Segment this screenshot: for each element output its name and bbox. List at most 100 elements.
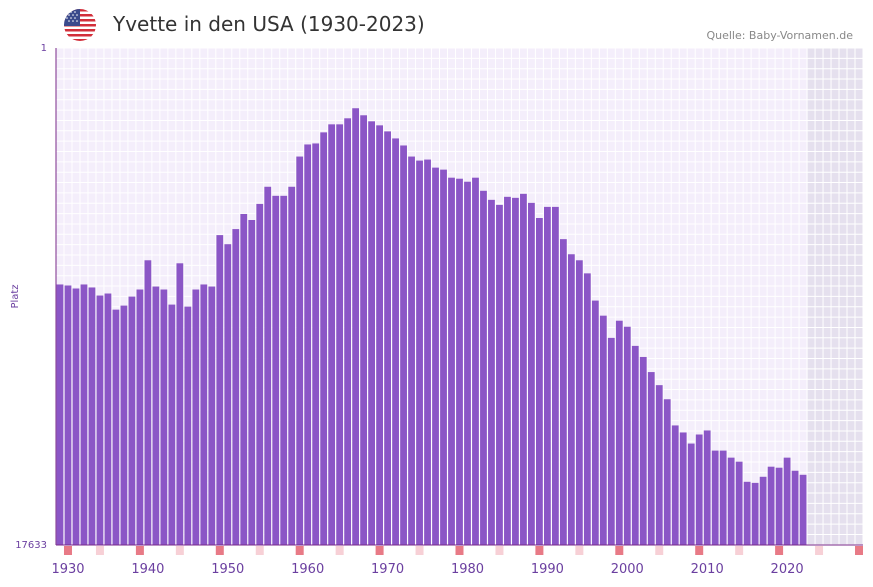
x-tick-label: 1990: [531, 562, 564, 577]
bar: [647, 372, 655, 545]
bar: [456, 178, 463, 546]
y-tick-label: 17633: [15, 540, 47, 551]
bar: [272, 195, 280, 546]
bar: [384, 131, 391, 545]
bar: [296, 156, 304, 545]
bar: [791, 470, 799, 545]
bar: [136, 289, 144, 545]
bar: [144, 260, 152, 545]
x-tick-label: 1960: [291, 562, 324, 577]
bar: [663, 399, 671, 545]
bar: [671, 425, 679, 545]
bar: [504, 196, 511, 545]
bar: [480, 190, 487, 545]
x-tick-label: 1980: [451, 562, 484, 577]
decade-marker: [375, 546, 384, 555]
decade-marker-light: [655, 546, 664, 555]
bar: [400, 145, 407, 545]
bar: [440, 169, 447, 545]
decade-marker: [615, 546, 624, 555]
bar: [304, 144, 312, 546]
bar: [112, 309, 120, 545]
bar: [727, 457, 735, 545]
bar: [208, 286, 216, 545]
bar: [448, 177, 455, 545]
chart-title: Yvette in den USA (1930-2023): [113, 12, 425, 36]
decade-marker-light: [95, 546, 104, 555]
bar: [352, 108, 360, 545]
bar: [344, 118, 352, 545]
decade-marker: [775, 546, 784, 555]
bar: [320, 132, 328, 545]
bar: [432, 167, 439, 546]
bar: [639, 356, 647, 545]
bar: [416, 160, 423, 545]
decade-marker: [695, 546, 704, 555]
decade-marker-light: [175, 546, 184, 555]
bar: [424, 159, 431, 545]
bar: [288, 186, 296, 545]
bar: [551, 206, 559, 545]
bar: [368, 121, 376, 545]
bar: [200, 284, 208, 545]
bar: [152, 286, 160, 545]
bar: [160, 289, 168, 545]
bar: [472, 177, 479, 545]
bar: [256, 203, 264, 545]
bar: [655, 385, 663, 545]
decade-marker: [455, 546, 464, 555]
bar: [232, 229, 240, 545]
bar: [168, 304, 176, 545]
bar: [408, 156, 415, 545]
bar: [176, 263, 184, 545]
decade-marker: [215, 546, 224, 555]
bar: [216, 235, 224, 546]
bar: [607, 337, 615, 545]
bar: [695, 434, 703, 545]
bar: [743, 481, 751, 545]
bar: [735, 461, 743, 545]
x-tick-label: 1940: [131, 562, 164, 577]
bar: [312, 143, 320, 545]
decade-marker-light: [495, 546, 504, 555]
bar: [591, 300, 599, 545]
bar: [496, 204, 503, 545]
bar: [520, 193, 527, 545]
decade-marker-light: [255, 546, 264, 555]
usa-flag-icon: [64, 9, 96, 41]
bar: [392, 138, 399, 545]
bar: [128, 296, 136, 545]
bar: [240, 213, 248, 545]
bar: [224, 244, 232, 545]
bar: [280, 195, 288, 546]
decade-marker-light: [735, 546, 744, 555]
bar: [80, 284, 88, 545]
decade-marker: [63, 546, 72, 555]
decade-marker-light: [815, 546, 824, 555]
bar: [719, 450, 727, 545]
bar: [464, 181, 471, 546]
bar: [360, 115, 368, 545]
source-credit: Quelle: Baby-Vornamen.de: [706, 29, 853, 42]
bar: [120, 305, 128, 545]
bar: [336, 124, 344, 545]
bar: [88, 287, 96, 545]
decade-marker: [135, 546, 144, 555]
x-tick-label: 1950: [211, 562, 244, 577]
bar: [328, 124, 336, 545]
chart-header: Yvette in den USA (1930-2023) Quelle: Ba…: [0, 0, 873, 48]
decade-marker-light: [415, 546, 424, 555]
bar: [703, 430, 711, 545]
x-tick-label: 2000: [611, 562, 644, 577]
bar: [767, 466, 775, 545]
bar: [575, 260, 583, 545]
decade-marker: [855, 546, 863, 555]
x-tick-label: 2020: [771, 562, 804, 577]
bar: [96, 295, 104, 545]
bar: [799, 474, 807, 545]
bar: [184, 306, 192, 545]
bar: [536, 217, 543, 546]
x-tick-label: 2010: [691, 562, 724, 577]
bar: [631, 345, 639, 545]
